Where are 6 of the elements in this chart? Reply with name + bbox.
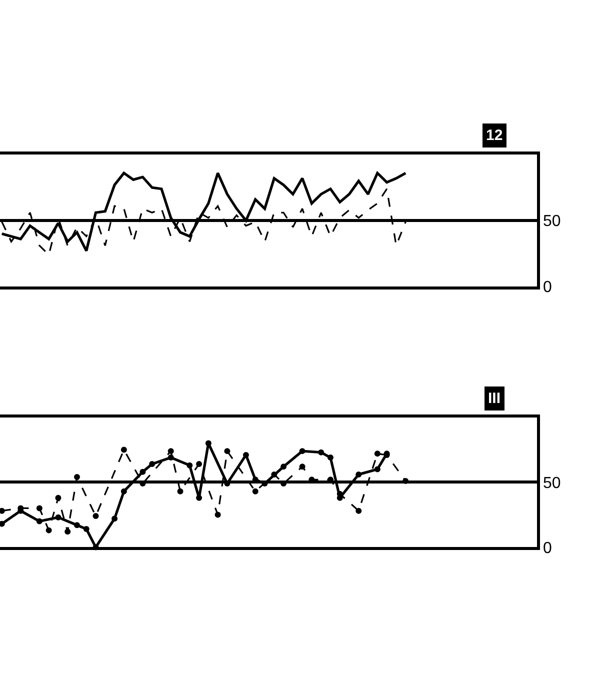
text: III xyxy=(488,390,501,407)
y-tick-label: 50 xyxy=(542,213,561,230)
y-tick-label: 0 xyxy=(542,279,552,296)
y-tick-label: 0 xyxy=(542,540,552,557)
y-tick-label: 50 xyxy=(542,474,561,492)
text: 12 xyxy=(486,127,503,144)
